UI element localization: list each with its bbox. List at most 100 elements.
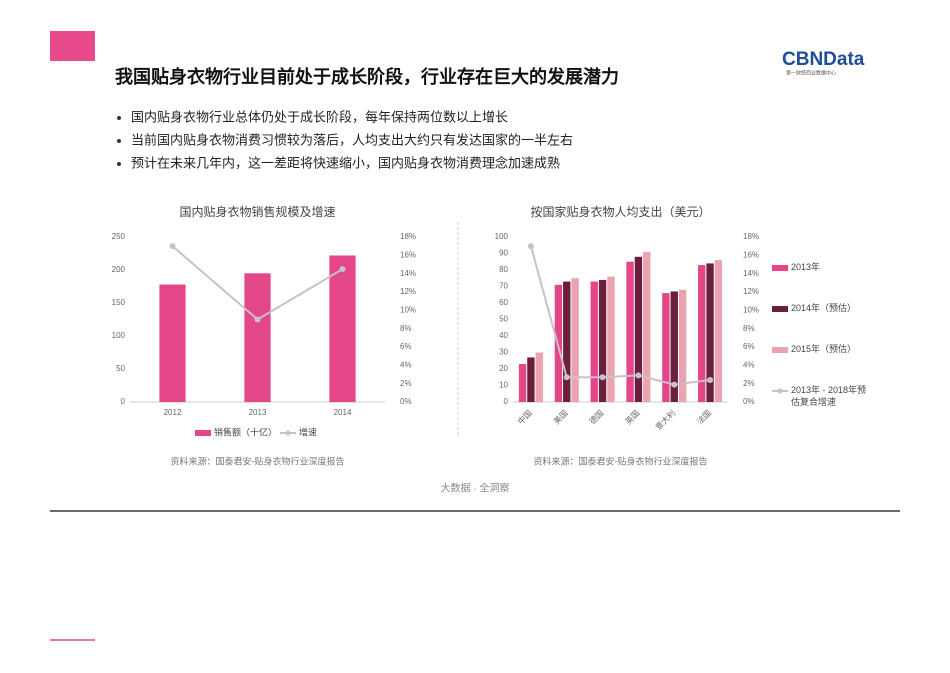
y2-tick-label: 16% [400,250,416,259]
chart-source: 资料来源：国泰君安-贴身衣物行业深度报告 [171,455,345,466]
bar [535,352,543,402]
line-point [635,372,642,379]
x-tick-label: 美国 [551,408,569,426]
x-tick-label: 中国 [515,408,533,426]
y2-tick-label: 0% [400,397,412,406]
bullet-dot [117,162,121,166]
logo-subtitle: 第一财经商业数据中心 [786,69,836,76]
x-tick-label: 2012 [164,408,182,417]
y-tick-label: 20 [499,364,508,373]
footer: 大数据 · 全洞察 [441,482,510,495]
line-point [599,374,606,381]
y2-tick-label: 6% [743,342,755,351]
y2-tick-label: 18% [400,232,416,241]
bar [626,261,634,402]
bar [662,293,670,402]
bar [590,281,598,402]
legend-item: 2013年 - 2018年预估复合增速 [791,385,867,407]
bar [706,263,714,402]
bar [607,276,615,402]
y2-tick-label: 2% [400,379,412,388]
bar [571,278,579,402]
legend-label: 销售额（十亿） [214,426,277,437]
slide-title: 我国贴身衣物行业目前处于成长阶段，行业存在巨大的发展潜力 [115,66,619,87]
legend-swatch [285,430,291,436]
y2-tick-label: 12% [743,287,759,296]
bullet-text: 当前国内贴身衣物消费习惯较为落后，人均支出大约只有发达国家的一半左右 [131,132,573,147]
chart-title: 按国家贴身衣物人均支出（美元） [530,204,710,219]
y-tick-label: 10 [499,381,508,390]
legend-item: 2013年 [791,262,821,272]
bullet-dot [117,139,121,143]
bullets: 国内贴身衣物行业总体仍处于成长阶段，每年保持两位数以上增长当前国内贴身衣物消费习… [117,109,573,170]
bar [714,260,723,402]
y-tick-label: 30 [499,348,508,357]
bar [159,284,186,402]
bar [518,364,527,402]
y-tick-label: 100 [495,232,509,241]
y-tick-label: 70 [499,282,508,291]
y-tick-label: 100 [112,331,126,340]
bar [698,265,706,402]
legend-item: 2015年（预估） [791,344,857,354]
line [529,245,711,386]
y2-tick-label: 14% [400,269,416,278]
bar [678,289,687,402]
line-point [169,243,176,250]
bar [563,281,571,402]
line-point [254,316,261,323]
y2-tick-label: 8% [400,324,412,333]
charts: 国内贴身衣物销售规模及增速资料来源：国泰君安-贴身衣物行业深度报告0501001… [112,204,867,466]
y-tick-label: 200 [112,265,126,274]
legend-swatch [772,347,788,353]
y2-tick-label: 16% [743,250,759,259]
y2-tick-label: 14% [743,269,759,278]
x-tick-label: 2013 [249,408,267,417]
bullet-text: 国内贴身衣物行业总体仍处于成长阶段，每年保持两位数以上增长 [131,109,508,124]
y-tick-label: 250 [112,232,126,241]
y2-tick-label: 4% [743,360,755,369]
bullet-text: 预计在未来几年内，这一差距将快速缩小，国内贴身衣物消费理念加速成熟 [131,155,560,170]
y-tick-label: 80 [499,265,508,274]
bar [598,279,607,402]
legend-label: 2013年 - 2018年预估复合增速 [791,385,867,407]
y-tick-label: 0 [504,397,509,406]
chart-source: 资料来源：国泰君安-贴身衣物行业深度报告 [534,455,708,466]
legend-label: 增速 [299,426,317,437]
legend-swatch [195,430,211,436]
y2-tick-label: 10% [743,305,759,314]
legend-swatch [772,306,788,312]
y2-tick-label: 0% [743,397,755,406]
legend-swatch [772,265,788,271]
legend-label: 2015年（预估） [791,344,857,354]
y2-tick-label: 12% [400,287,416,296]
legend-label: 2014年（预估） [791,303,857,313]
line-point [339,266,346,273]
bar [527,357,535,402]
y-tick-label: 50 [116,364,125,373]
y-tick-label: 50 [499,315,508,324]
accent-block [50,31,95,61]
bar [670,291,678,402]
bullet-dot [117,116,121,120]
logo: CBNData [782,49,865,70]
legend-label: 2013年 [791,262,821,272]
bar [643,251,651,402]
y2-tick-label: 6% [400,342,412,351]
line-point [527,243,534,250]
y-tick-label: 0 [121,397,126,406]
y-tick-label: 60 [499,298,508,307]
line-point [671,381,678,388]
y2-tick-label: 18% [743,232,759,241]
bar [329,255,356,402]
x-tick-label: 法国 [695,408,713,426]
x-tick-label: 德国 [587,408,605,426]
line-point [563,374,570,381]
x-tick-label: 意大利 [653,408,677,432]
line-point [707,377,714,383]
bar [244,273,271,402]
y-tick-label: 40 [499,331,508,340]
y2-tick-label: 10% [400,305,416,314]
y-tick-label: 90 [499,249,508,258]
